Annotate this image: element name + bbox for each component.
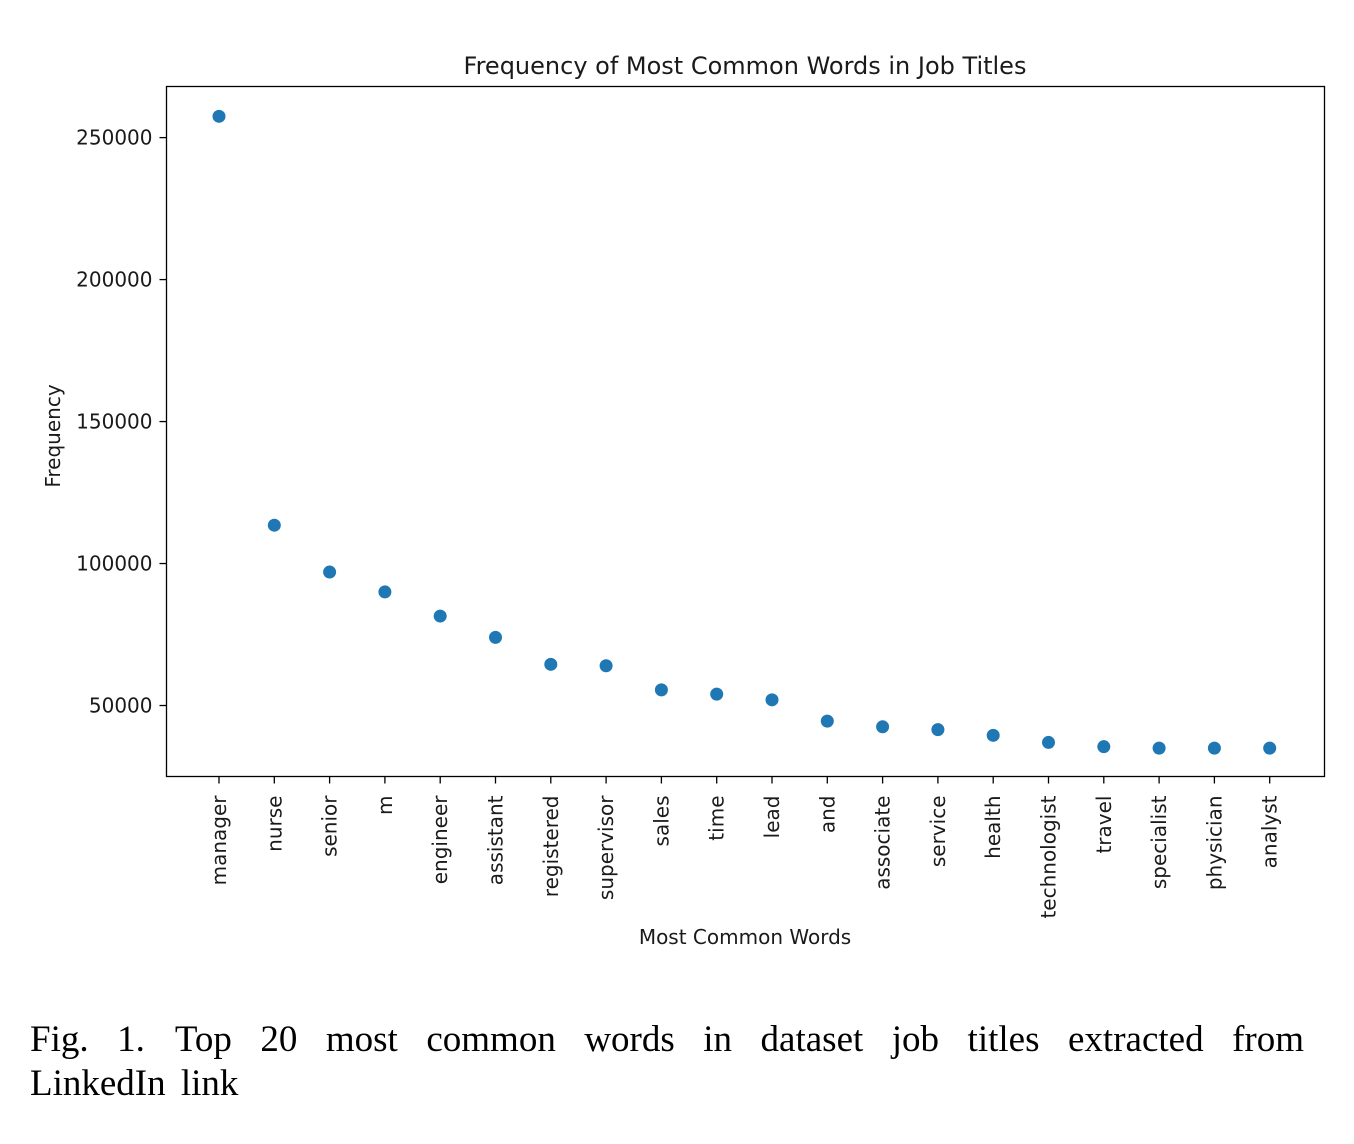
data-point [323,565,337,579]
data-point [489,630,502,644]
x-tick-label: engineer [428,795,452,885]
data-point [1097,740,1111,754]
x-tick-label: supervisor [594,795,618,900]
x-tick-label: analyst [1258,795,1282,868]
plot-area-frame [165,85,1326,778]
chart-title: Frequency of Most Common Words in Job Ti… [464,52,1027,80]
data-point [654,683,668,697]
x-tick-label: travel [1092,796,1116,854]
x-tick-label: sales [649,796,673,847]
scatter-chart: Frequency of Most Common Words in Job Ti… [41,52,1326,949]
x-tick-label: associate [871,796,895,890]
x-tick-label: nurse [262,796,286,852]
x-tick-label: and [815,796,839,834]
data-point [1152,741,1166,755]
chart-marks: 50000 100000 150000 200000 250000 manager nurs… [76,109,1282,919]
data-point [876,720,890,734]
data-point [212,109,226,123]
data-point [1207,741,1221,755]
x-tick-label: technologist [1037,795,1061,918]
data-point [378,585,392,599]
data-point [1263,741,1277,755]
data-point [820,714,834,728]
x-tick-label: registered [539,796,563,898]
y-tick-label: 100000 [76,552,152,576]
data-point [433,609,447,623]
x-tick-label: assistant [484,795,508,885]
figure-caption-text: Top 20 most common words in dataset job … [30,1019,1304,1104]
x-tick-label: health [981,796,1005,859]
data-point [710,687,724,701]
data-point [544,657,558,671]
x-axis-label: Most Common Words [639,925,851,949]
data-point [267,518,281,532]
y-axis-label: Frequency [41,384,65,487]
x-tick-label: m [373,796,397,815]
data-point [599,659,613,673]
data-point [931,723,945,737]
x-tick-label: specialist [1147,795,1171,889]
x-tick-label: senior [318,795,342,857]
y-tick-label: 150000 [76,410,152,434]
y-tick-label: 200000 [76,268,152,292]
x-tick-label: manager [207,795,231,886]
data-point [1042,735,1055,749]
figure-caption: Fig. 1. Top 20 most common words in datas… [30,1018,1304,1106]
x-tick-label: time [705,796,729,841]
figure-caption-label: Fig. 1. [30,1019,145,1060]
data-point [986,728,1000,742]
x-tick-label: physician [1202,796,1226,891]
x-tick-label: lead [760,796,784,839]
data-point [765,693,779,707]
y-tick-label: 50000 [89,694,153,718]
x-tick-label: service [926,796,950,868]
y-tick-label: 250000 [76,126,152,150]
